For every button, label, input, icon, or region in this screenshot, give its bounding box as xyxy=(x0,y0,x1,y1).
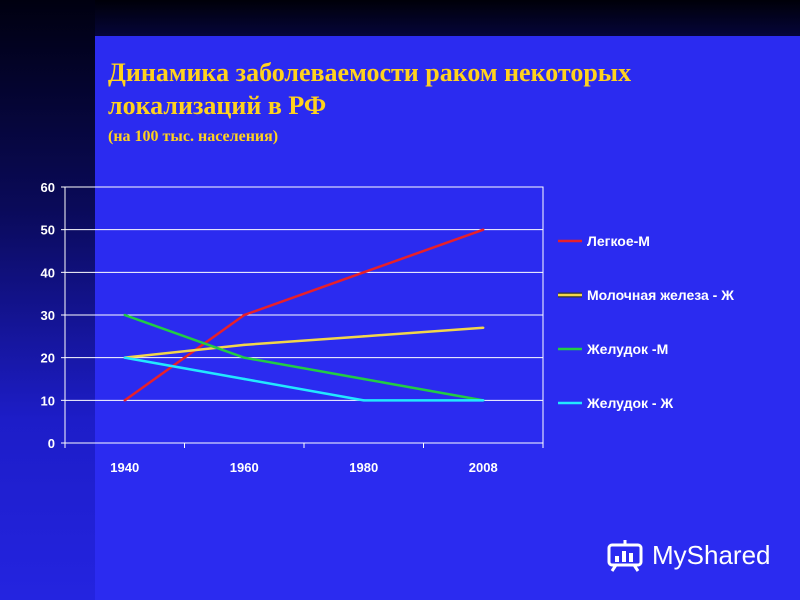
presentation-board-icon xyxy=(607,540,643,572)
y-tick-label-60: 60 xyxy=(41,180,55,195)
series-2-point-1980 xyxy=(362,335,365,338)
x-tick-label-1940: 1940 xyxy=(110,460,139,475)
top-decorative-band xyxy=(95,0,800,36)
series-3-point-1940 xyxy=(123,313,126,317)
series-4-point-2008 xyxy=(482,399,485,402)
watermark: MyShared xyxy=(606,538,771,572)
legend-label-3: Желудок -М xyxy=(586,341,668,357)
y-tick-label-0: 0 xyxy=(48,436,55,451)
series-3-point-1980 xyxy=(362,377,365,381)
left-decorative-band xyxy=(0,0,95,600)
series-2-point-2008 xyxy=(482,326,485,329)
slide-subtitle: (на 100 тыс. населения) xyxy=(108,128,279,145)
legend-label-4: Желудок - Ж xyxy=(586,395,673,411)
series-1-point-1940 xyxy=(123,399,126,402)
x-tick-label-2008: 2008 xyxy=(469,460,498,475)
series-line-1 xyxy=(124,228,484,402)
y-tick-label-50: 50 xyxy=(41,223,55,238)
y-tick-label-20: 20 xyxy=(41,351,55,366)
slide-title-line-1: Динамика заболеваемости раком некоторых xyxy=(108,58,632,87)
y-tick-label-40: 40 xyxy=(41,265,55,280)
legend-label-2: Молочная железа - Ж xyxy=(587,287,734,303)
title-block: Динамика заболеваемости раком некоторых … xyxy=(108,56,788,146)
series-4-point-1980 xyxy=(362,399,365,402)
series-1-point-1980 xyxy=(362,271,365,274)
y-tick-label-10: 10 xyxy=(41,393,55,408)
slide-title-line-2: локализаций в РФ xyxy=(108,91,327,120)
y-tick-label-30: 30 xyxy=(41,308,55,323)
series-1-point-2008 xyxy=(482,228,485,231)
series-1-point-1960 xyxy=(243,313,246,317)
series-line-3 xyxy=(124,313,484,402)
series-4-point-1960 xyxy=(243,377,246,381)
x-tick-label-1980: 1980 xyxy=(349,460,378,475)
legend-label-1: Легкое-М xyxy=(587,233,650,249)
series-line-2 xyxy=(124,326,484,359)
series-2-point-1960 xyxy=(243,343,246,347)
watermark-text: MyShared xyxy=(652,539,771,570)
series-line-4 xyxy=(124,356,484,402)
series-4-point-1940 xyxy=(123,356,126,359)
x-tick-label-1960: 1960 xyxy=(230,460,259,475)
series-3-point-1960 xyxy=(243,356,246,359)
